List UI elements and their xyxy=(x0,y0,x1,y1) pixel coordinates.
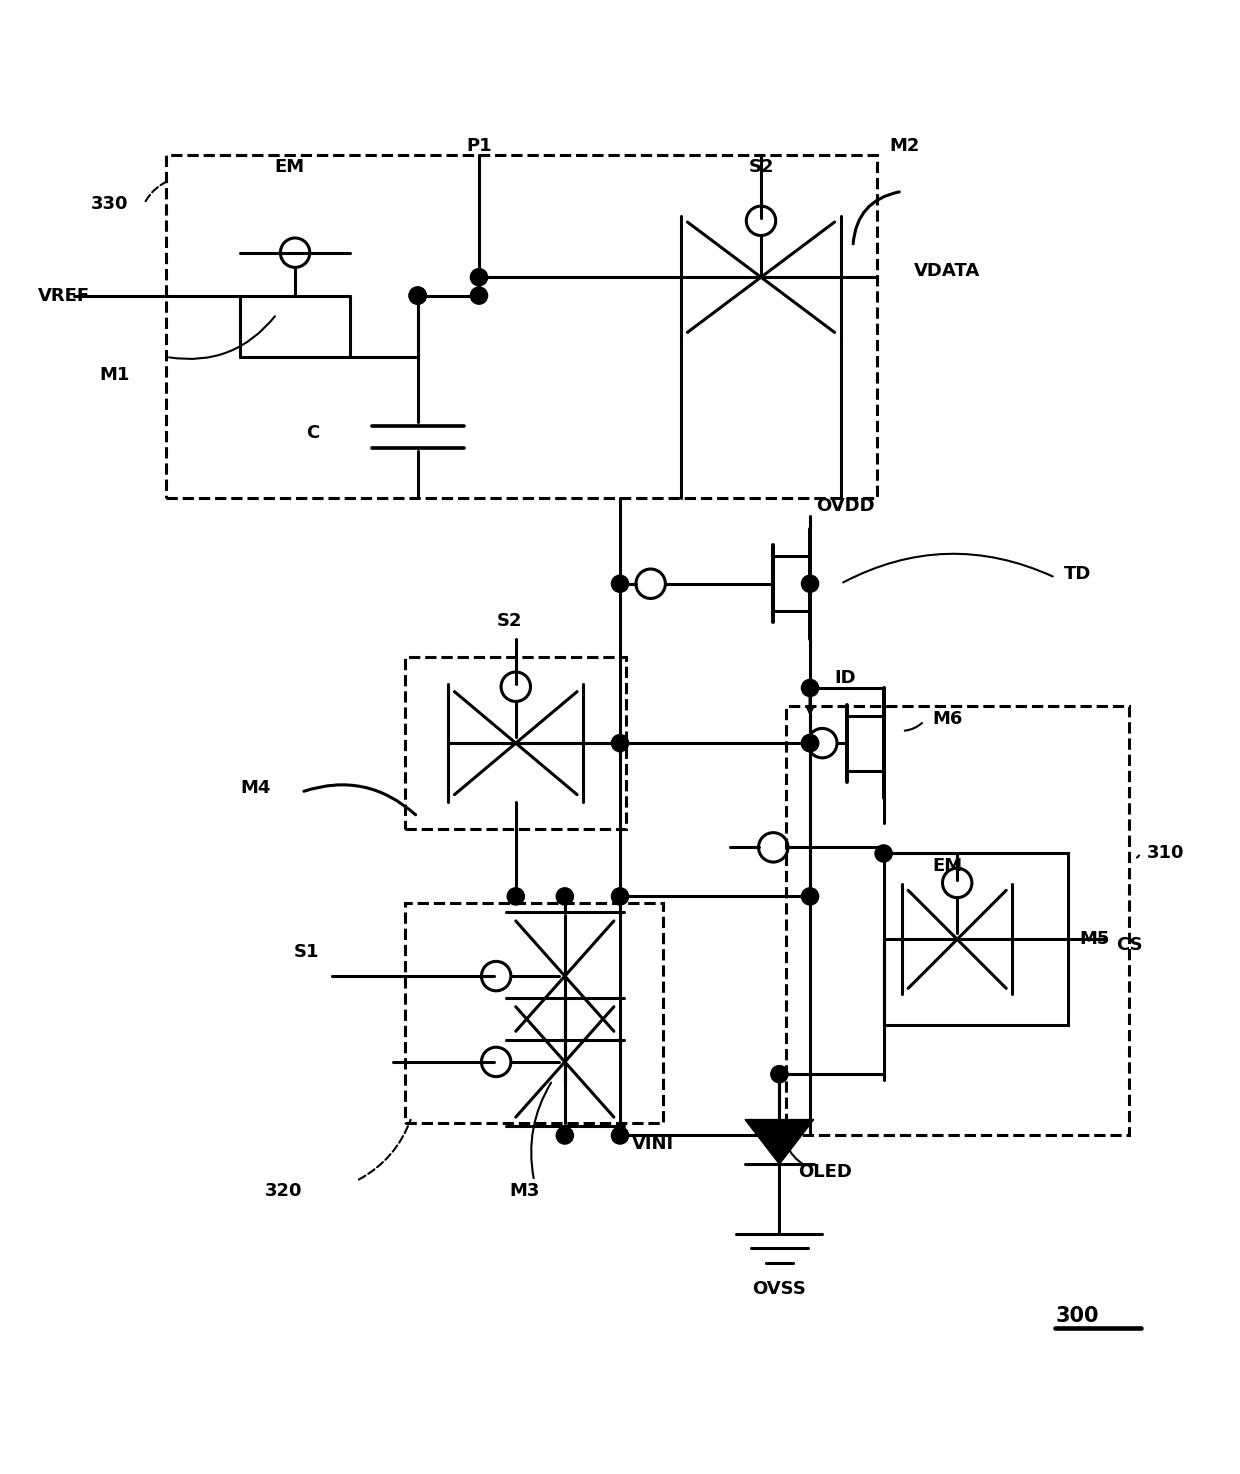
Text: M4: M4 xyxy=(241,780,270,797)
Text: VREF: VREF xyxy=(37,286,89,305)
Circle shape xyxy=(470,268,487,286)
Text: 330: 330 xyxy=(91,195,128,212)
Circle shape xyxy=(409,287,427,304)
Text: OLED: OLED xyxy=(797,1163,852,1181)
Text: VINI: VINI xyxy=(632,1135,675,1153)
Text: OVSS: OVSS xyxy=(753,1279,806,1297)
Circle shape xyxy=(801,680,818,697)
Text: M2: M2 xyxy=(890,137,920,155)
Text: M3: M3 xyxy=(510,1182,541,1200)
Circle shape xyxy=(801,734,818,752)
Circle shape xyxy=(801,734,818,752)
Text: 300: 300 xyxy=(1055,1306,1099,1325)
Circle shape xyxy=(611,1128,629,1144)
Text: S2: S2 xyxy=(497,612,522,629)
Text: TD: TD xyxy=(1064,565,1091,582)
Text: EM: EM xyxy=(274,158,304,175)
Text: OVDD: OVDD xyxy=(816,498,874,516)
Circle shape xyxy=(771,1066,787,1083)
Circle shape xyxy=(409,287,427,304)
Circle shape xyxy=(801,887,818,905)
Circle shape xyxy=(470,287,487,304)
Text: VDATA: VDATA xyxy=(914,262,981,280)
Circle shape xyxy=(801,575,818,593)
Polygon shape xyxy=(745,1120,813,1164)
Text: M1: M1 xyxy=(99,367,129,385)
Text: M5: M5 xyxy=(1080,930,1110,948)
Text: EM: EM xyxy=(932,856,962,874)
Circle shape xyxy=(611,734,629,752)
Circle shape xyxy=(611,575,629,593)
Text: C: C xyxy=(306,425,320,442)
Text: S2: S2 xyxy=(748,158,774,175)
Text: 320: 320 xyxy=(264,1182,301,1200)
Circle shape xyxy=(557,887,573,905)
Circle shape xyxy=(507,887,525,905)
Text: 310: 310 xyxy=(1147,845,1184,862)
Text: P1: P1 xyxy=(466,137,492,155)
Circle shape xyxy=(875,845,893,862)
Text: S1: S1 xyxy=(294,942,320,961)
Text: CS: CS xyxy=(1116,936,1143,955)
Circle shape xyxy=(557,1128,573,1144)
Circle shape xyxy=(611,887,629,905)
Text: ID: ID xyxy=(835,669,856,687)
Text: M6: M6 xyxy=(932,709,963,728)
